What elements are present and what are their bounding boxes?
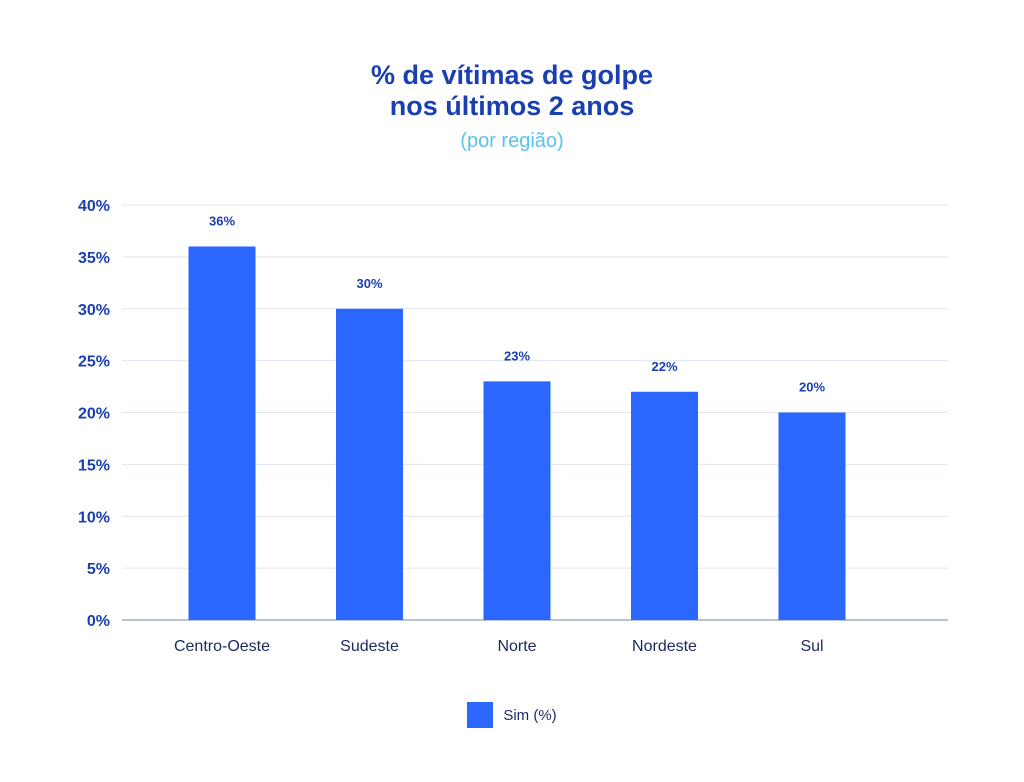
y-tick-label: 0% xyxy=(87,613,110,630)
chart-title-line-2: nos últimos 2 anos xyxy=(389,91,635,121)
bar xyxy=(778,412,846,620)
data-label: 23% xyxy=(504,348,530,363)
data-label: 30% xyxy=(356,276,382,291)
chart-title: % de vítimas de golpe nos últimos 2 anos xyxy=(0,60,1024,122)
x-tick-label: Sudeste xyxy=(340,638,399,655)
y-tick-label: 5% xyxy=(87,561,110,578)
chart-title-line-1: % de vítimas de golpe xyxy=(370,60,654,90)
x-tick-label: Nordeste xyxy=(632,638,697,655)
legend-swatch xyxy=(467,702,494,728)
x-tick-label: Centro-Oeste xyxy=(174,638,270,655)
bar xyxy=(483,381,551,620)
bar xyxy=(188,246,256,620)
bar xyxy=(336,308,403,620)
x-tick-label: Sul xyxy=(800,638,823,655)
data-label: 22% xyxy=(651,359,677,374)
bar xyxy=(631,391,698,620)
legend-label: Sim (%) xyxy=(503,706,557,724)
y-tick-label: 40% xyxy=(78,198,110,215)
y-tick-label: 20% xyxy=(78,406,110,423)
x-tick-label: Norte xyxy=(497,638,536,655)
y-tick-label: 25% xyxy=(78,354,110,371)
y-tick-label: 30% xyxy=(78,302,110,319)
data-label: 20% xyxy=(799,380,825,395)
y-tick-label: 10% xyxy=(78,509,110,526)
y-tick-label: 35% xyxy=(78,250,110,267)
data-label: 36% xyxy=(209,214,235,229)
y-tick-label: 15% xyxy=(78,457,110,474)
chart-subtitle: (por região) xyxy=(460,130,564,152)
legend: Sim (%) xyxy=(0,702,1024,728)
